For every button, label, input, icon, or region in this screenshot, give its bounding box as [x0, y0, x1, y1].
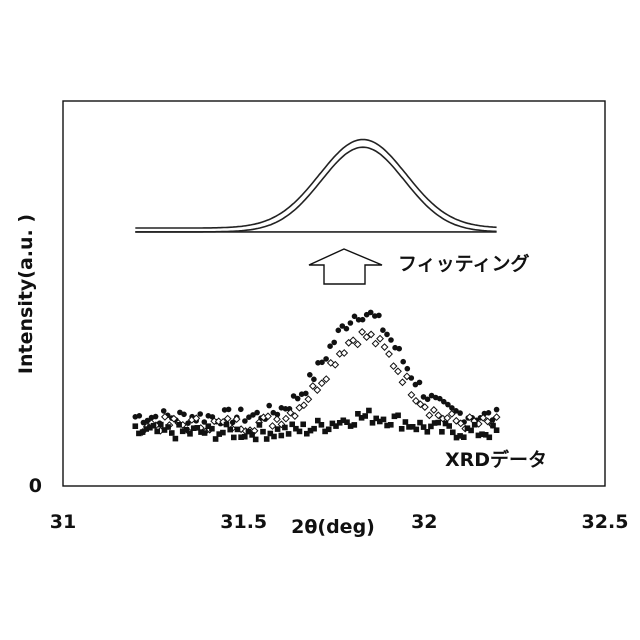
point-filled-circle	[323, 356, 329, 362]
point-filled-circle	[161, 408, 167, 414]
point-filled-square	[202, 430, 208, 436]
point-filled-square	[213, 436, 219, 442]
xrd-data-label: XRDデータ	[445, 448, 547, 471]
point-filled-circle	[376, 313, 382, 319]
point-filled-square	[209, 426, 215, 432]
point-filled-square	[468, 428, 474, 434]
x-tick-label: 32	[411, 511, 437, 533]
point-filled-circle	[486, 410, 492, 416]
point-filled-circle	[336, 328, 342, 334]
point-filled-square	[158, 422, 164, 428]
point-filled-circle	[303, 391, 309, 397]
point-filled-square	[366, 408, 372, 414]
point-filled-circle	[226, 407, 232, 413]
point-filled-circle	[380, 327, 386, 333]
point-filled-square	[435, 420, 441, 426]
point-filled-circle	[388, 337, 394, 343]
point-filled-circle	[457, 410, 463, 416]
point-filled-square	[176, 422, 182, 428]
point-filled-square	[165, 424, 171, 430]
point-filled-circle	[137, 413, 143, 419]
point-filled-circle	[153, 414, 159, 420]
x-tick-label: 31	[50, 511, 76, 533]
point-filled-square	[173, 436, 179, 442]
point-filled-circle	[266, 403, 272, 409]
point-filled-circle	[400, 359, 406, 365]
point-filled-square	[487, 435, 493, 441]
point-filled-circle	[311, 377, 317, 383]
x-tick-label: 31.5	[220, 511, 267, 533]
point-filled-square	[381, 417, 387, 423]
y-tick-label: 0	[29, 475, 42, 497]
point-filled-square	[388, 422, 394, 428]
point-filled-circle	[494, 407, 500, 413]
point-filled-circle	[396, 346, 402, 352]
point-filled-square	[253, 437, 259, 443]
point-filled-square	[151, 423, 157, 429]
point-filled-circle	[417, 380, 423, 386]
point-filled-square	[472, 422, 478, 428]
point-filled-circle	[254, 410, 260, 416]
point-filled-square	[224, 422, 230, 428]
point-filled-circle	[405, 366, 411, 372]
point-filled-square	[279, 433, 285, 439]
point-filled-circle	[295, 396, 301, 402]
point-filled-square	[271, 434, 277, 440]
point-filled-square	[362, 413, 368, 419]
point-filled-square	[242, 434, 248, 440]
x-axis-label: 2θ(deg)	[291, 516, 375, 538]
y-axis-label: Intensity(a.u. )	[15, 214, 37, 374]
point-filled-square	[264, 436, 270, 442]
point-filled-square	[439, 429, 445, 435]
point-filled-circle	[197, 411, 203, 417]
point-filled-square	[154, 429, 160, 435]
point-filled-square	[187, 431, 193, 437]
point-filled-circle	[344, 326, 350, 332]
point-filled-circle	[348, 320, 354, 326]
point-filled-square	[414, 427, 420, 433]
point-filled-square	[326, 427, 332, 433]
point-filled-square	[395, 413, 401, 419]
point-filled-square	[286, 431, 292, 437]
point-filled-square	[450, 430, 456, 436]
point-filled-square	[260, 429, 266, 435]
point-filled-circle	[384, 332, 390, 338]
point-filled-square	[133, 423, 139, 429]
point-filled-square	[257, 422, 263, 428]
point-filled-circle	[181, 412, 187, 418]
point-filled-square	[231, 435, 237, 441]
point-filled-square	[235, 427, 241, 433]
point-filled-circle	[327, 343, 333, 349]
point-filled-square	[403, 419, 409, 425]
point-filled-square	[319, 422, 325, 428]
point-filled-square	[311, 426, 317, 432]
point-filled-square	[169, 430, 175, 436]
point-filled-square	[446, 423, 452, 429]
point-filled-square	[297, 429, 303, 435]
point-filled-square	[461, 434, 467, 440]
point-filled-square	[352, 422, 358, 428]
point-filled-circle	[360, 317, 366, 323]
point-filled-square	[494, 427, 500, 433]
x-tick-label: 32.5	[582, 511, 629, 533]
point-filled-square	[300, 422, 306, 428]
fitting-label: フィッティング	[398, 252, 529, 275]
point-filled-square	[275, 426, 281, 432]
point-filled-square	[220, 430, 226, 436]
point-filled-circle	[238, 407, 244, 413]
point-filled-circle	[307, 372, 313, 378]
point-filled-square	[227, 427, 233, 433]
point-filled-square	[399, 426, 405, 432]
point-filled-circle	[331, 340, 337, 346]
point-filled-square	[282, 425, 288, 431]
point-filled-square	[425, 429, 431, 435]
